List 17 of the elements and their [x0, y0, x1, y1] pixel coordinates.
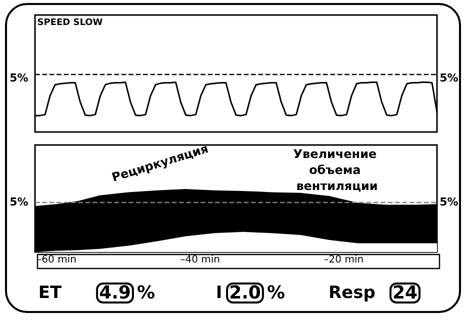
text: I [216, 283, 222, 303]
text: % [136, 282, 156, 304]
text: 24 [392, 282, 418, 304]
text: 5% [10, 72, 28, 84]
text: 5% [440, 196, 458, 208]
annotation: Увеличение объема вентиляции [293, 147, 381, 193]
x-tick-label: –20 min [324, 254, 364, 266]
text: ET [38, 283, 62, 303]
text: 5% [10, 196, 28, 208]
text: 5% [440, 72, 458, 84]
text: % [266, 282, 286, 304]
text: Resp [328, 283, 376, 303]
text: 4.9 [99, 282, 131, 304]
text: 2.0 [229, 282, 261, 304]
text: SPEED SLOW [37, 18, 103, 28]
x-tick-label: –60 min [36, 254, 76, 266]
x-tick-label: –40 min [180, 254, 220, 266]
